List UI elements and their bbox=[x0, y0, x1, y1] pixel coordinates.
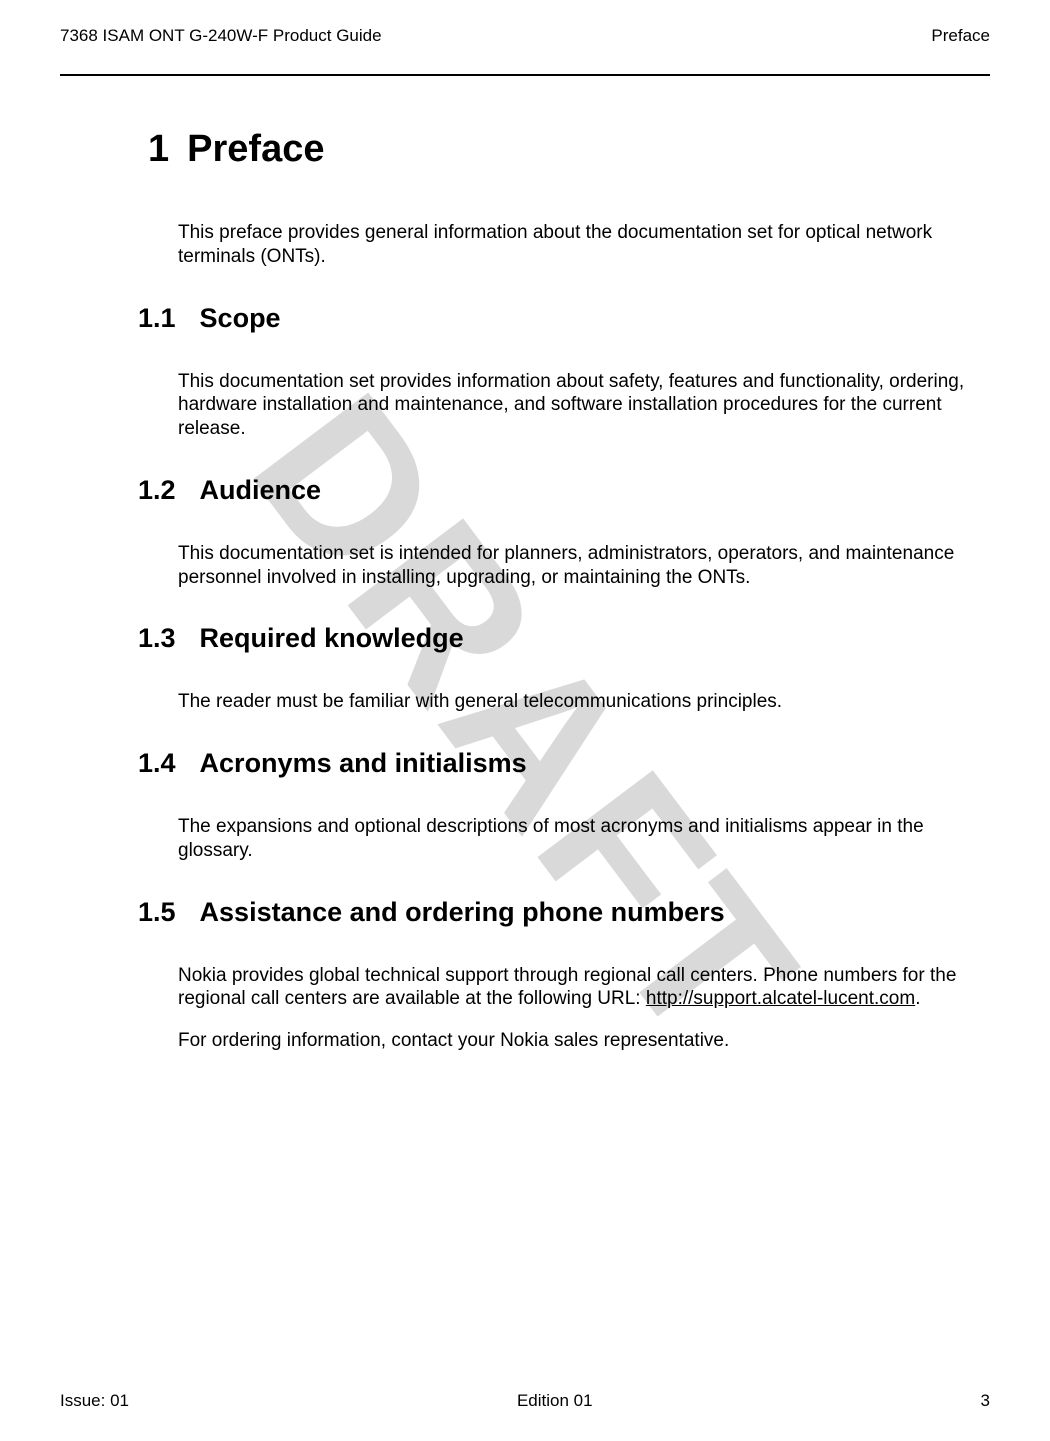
section-heading-acronyms: 1.4 Acronyms and initialisms bbox=[138, 748, 990, 779]
header-right: Preface bbox=[931, 26, 990, 46]
footer-right: 3 bbox=[981, 1391, 990, 1411]
section-number: 1.1 bbox=[138, 303, 176, 334]
section-body: This documentation set is intended for p… bbox=[178, 542, 980, 590]
section-heading-assistance: 1.5 Assistance and ordering phone numbers bbox=[138, 897, 990, 928]
section-number: 1.3 bbox=[138, 623, 176, 654]
chapter-title-text: Preface bbox=[187, 128, 324, 170]
section-number: 1.5 bbox=[138, 897, 176, 928]
header-left: 7368 ISAM ONT G-240W-F Product Guide bbox=[60, 26, 382, 46]
footer-center: Edition 01 bbox=[517, 1391, 593, 1411]
section-number: 1.2 bbox=[138, 475, 176, 506]
section-heading-audience: 1.2 Audience bbox=[138, 475, 990, 506]
section-body: The reader must be familiar with general… bbox=[178, 690, 980, 714]
section-body: For ordering information, contact your N… bbox=[178, 1029, 980, 1053]
section-body: The expansions and optional descriptions… bbox=[178, 815, 980, 863]
section-heading-required-knowledge: 1.3 Required knowledge bbox=[138, 623, 990, 654]
section-title: Scope bbox=[200, 303, 281, 333]
section-title: Acronyms and initialisms bbox=[200, 748, 527, 778]
section-title: Audience bbox=[200, 475, 322, 505]
chapter-intro: This preface provides general informatio… bbox=[178, 221, 980, 269]
chapter-number: 1 bbox=[148, 128, 169, 171]
support-link[interactable]: http://support.alcatel-lucent.com bbox=[646, 988, 915, 1009]
chapter-title: 1 Preface bbox=[148, 128, 990, 171]
section-title: Assistance and ordering phone numbers bbox=[200, 897, 725, 927]
section-number: 1.4 bbox=[138, 748, 176, 779]
section-body: This documentation set provides informat… bbox=[178, 370, 980, 441]
page-header: 7368 ISAM ONT G-240W-F Product Guide Pre… bbox=[60, 26, 990, 76]
section-title: Required knowledge bbox=[200, 623, 464, 653]
page-footer: Issue: 01 Edition 01 3 bbox=[60, 1391, 990, 1411]
footer-left: Issue: 01 bbox=[60, 1391, 129, 1411]
para-text-post: . bbox=[915, 988, 920, 1009]
section-heading-scope: 1.1 Scope bbox=[138, 303, 990, 334]
page-container: 7368 ISAM ONT G-240W-F Product Guide Pre… bbox=[0, 0, 1050, 1441]
section-body: Nokia provides global technical support … bbox=[178, 964, 980, 1012]
